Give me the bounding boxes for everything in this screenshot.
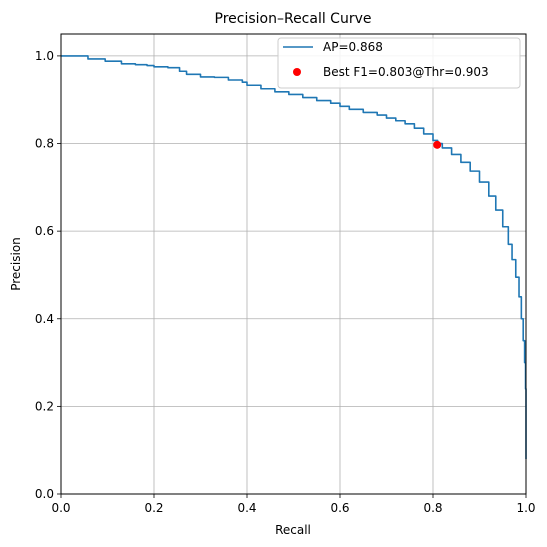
chart-title: Precision–Recall Curve [215,11,372,27]
marker-layer [433,140,442,149]
x-axis-ticks: 0.0 0.2 0.4 0.6 0.8 1.0 [51,494,536,515]
best-f1-marker [433,140,442,149]
y-tick-label: 1.0 [35,49,54,63]
y-axis-ticks: 0.0 0.2 0.4 0.6 0.8 1.0 [35,49,61,501]
x-tick-label: 1.0 [516,501,535,515]
y-axis-label: Precision [9,237,23,291]
x-tick-label: 0.2 [144,501,163,515]
y-tick-label: 0.8 [35,137,54,151]
legend-label-series: AP=0.868 [323,40,383,54]
y-tick-label: 0.0 [35,487,54,501]
legend-swatch-marker [293,68,301,76]
y-tick-label: 0.6 [35,224,54,238]
plot-frame [60,33,527,495]
x-tick-label: 0.8 [423,501,442,515]
y-tick-label: 0.4 [35,312,54,326]
x-axis-label: Recall [275,523,311,537]
legend-label-marker: Best F1=0.803@Thr=0.903 [323,65,489,79]
y-tick-label: 0.2 [35,399,54,413]
x-tick-label: 0.0 [51,501,70,515]
grid-lines [60,34,527,495]
series-layer [61,55,527,459]
legend: AP=0.868 Best F1=0.803@Thr=0.903 [277,37,521,89]
x-tick-label: 0.6 [330,501,349,515]
legend-box [277,37,521,89]
x-tick-label: 0.4 [237,501,256,515]
series-line [61,55,527,459]
